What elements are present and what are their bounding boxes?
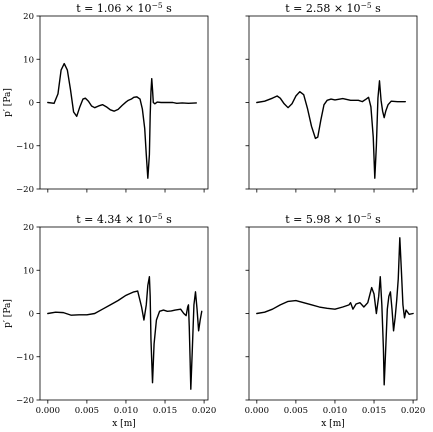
panel-4: 0.000 0.005 0.010 0.015 0.020 t = 5.98 × 10−5… — [245, 212, 426, 429]
x-tick-label: 0.020 — [192, 406, 216, 416]
x-tick-label: 0.000 — [36, 406, 60, 416]
pressure-series-line — [256, 80, 406, 179]
panel-title-exponent: −5 — [361, 1, 372, 10]
y-tick-label: −20 — [16, 396, 34, 406]
panel-title: t = 4.34 × 10−5 s — [76, 212, 172, 226]
x-tick-label: 0.010 — [323, 406, 347, 416]
panel-1: −20 −10 0 10 20 t = 1.06 × 10−5 s p′ [Pa] — [3, 1, 209, 195]
panel-3: 0.000 0.005 0.010 0.015 0.020 −20 −10 0 10 20 t = … — [3, 212, 216, 429]
pressure-series-line — [256, 237, 414, 386]
y-axis-label: p′ [Pa] — [3, 88, 13, 117]
x-tick-label: 0.015 — [362, 406, 386, 416]
panel-title: t = 1.06 × 10−5 s — [76, 1, 172, 15]
y-tick-label: 20 — [23, 12, 34, 22]
panel-title-unit: s — [163, 2, 172, 15]
panel-title-exponent: −5 — [361, 212, 372, 221]
axes-frame — [248, 15, 418, 190]
y-tick-label: 10 — [23, 55, 34, 65]
x-tick-label: 0.005 — [75, 406, 99, 416]
panel-title-main: t = 5.98 × 10 — [285, 213, 360, 226]
panel-title-main: t = 4.34 × 10 — [76, 213, 151, 226]
panel-title-main: t = 2.58 × 10 — [285, 2, 360, 15]
panel-title-unit: s — [372, 213, 381, 226]
x-tick-label: 0.000 — [245, 406, 269, 416]
x-axis-label: x [m] — [321, 419, 345, 429]
panel-title-exponent: −5 — [152, 1, 163, 10]
x-tick-label: 0.005 — [284, 406, 308, 416]
x-axis-label: x [m] — [112, 419, 136, 429]
y-axis-label: p′ [Pa] — [3, 299, 13, 328]
panel-title-unit: s — [163, 213, 172, 226]
panel-title: t = 5.98 × 10−5 s — [285, 212, 381, 226]
panel-title-exponent: −5 — [152, 212, 163, 221]
y-tick-label: −20 — [16, 185, 34, 195]
y-tick-label: 10 — [23, 266, 34, 276]
y-tick-label: 20 — [23, 223, 34, 233]
y-tick-label: 0 — [29, 310, 34, 320]
x-tick-label: 0.010 — [114, 406, 138, 416]
panel-2: t = 2.58 × 10−5 s — [245, 1, 418, 193]
y-tick-label: 0 — [29, 99, 34, 109]
panel-title-main: t = 1.06 × 10 — [76, 2, 151, 15]
y-tick-label: −10 — [16, 353, 34, 363]
y-tick-label: −10 — [16, 142, 34, 152]
pressure-series-line — [47, 62, 197, 179]
pressure-series-line — [47, 276, 203, 390]
panel-title: t = 2.58 × 10−5 s — [285, 1, 381, 15]
panel-title-unit: s — [372, 2, 381, 15]
x-tick-label: 0.020 — [401, 406, 425, 416]
x-tick-label: 0.015 — [153, 406, 177, 416]
